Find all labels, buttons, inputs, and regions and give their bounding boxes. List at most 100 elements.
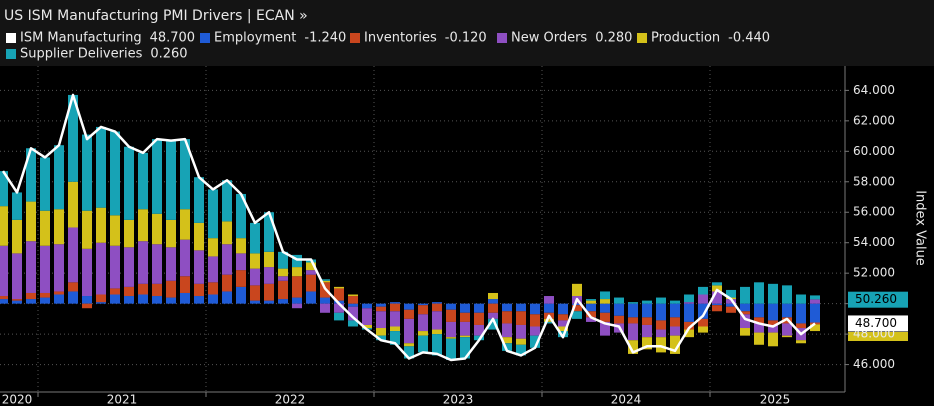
- y-tick-label: 60.000: [853, 144, 895, 158]
- bar-segment: [516, 324, 526, 339]
- bar-segment: [796, 340, 806, 344]
- bar-segment: [390, 303, 400, 312]
- bar-segment: [502, 343, 512, 351]
- bar-segment: [124, 146, 134, 220]
- bar-segment: [712, 303, 722, 306]
- bar-segment: [376, 306, 386, 312]
- bar-segment: [306, 291, 316, 304]
- bar-segment: [642, 303, 652, 318]
- bar-segment: [446, 338, 456, 361]
- bar-segment: [292, 254, 302, 268]
- bar-segment: [502, 323, 512, 338]
- bar-segment: [278, 268, 288, 277]
- x-tick-label: 2023: [443, 393, 474, 406]
- bar-segment: [432, 303, 442, 312]
- bar-segment: [306, 270, 316, 275]
- bar-segment: [656, 329, 666, 338]
- end-label: 50.260: [855, 292, 897, 306]
- bar-segment: [152, 244, 162, 284]
- bar-segment: [670, 326, 680, 336]
- legend-swatch: [637, 33, 647, 43]
- bar-segment: [180, 276, 190, 293]
- y-tick-label: 62.000: [853, 113, 895, 127]
- bar-segment: [558, 320, 568, 327]
- bar-segment: [376, 328, 386, 336]
- bar-segment: [278, 276, 288, 281]
- bar-segment: [544, 321, 554, 324]
- y-tick-label: 46.000: [853, 357, 895, 371]
- bar-segment: [236, 238, 246, 254]
- bar-segment: [768, 303, 778, 321]
- bar-segment: [670, 335, 680, 354]
- bar-segment: [82, 134, 92, 211]
- bar-segment: [222, 244, 232, 275]
- bar-segment: [810, 295, 820, 300]
- bar-segment: [530, 335, 540, 348]
- bar-segment: [292, 276, 302, 298]
- bar-segment: [782, 323, 792, 336]
- bar-segment: [670, 317, 680, 327]
- bar-segment: [446, 321, 456, 338]
- bar-segment: [152, 296, 162, 304]
- bar-segment: [138, 209, 148, 242]
- bar-segment: [264, 251, 274, 268]
- bar-segment: [110, 215, 120, 246]
- bar-segment: [320, 297, 330, 304]
- bar-segment: [138, 241, 148, 284]
- bar-segment: [586, 299, 596, 301]
- bar-segment: [544, 303, 554, 313]
- bar-segment: [26, 292, 36, 300]
- bar-segment: [698, 294, 708, 304]
- bar-segment: [558, 326, 568, 332]
- bar-segment: [236, 270, 246, 287]
- bar-segment: [250, 222, 260, 254]
- bar-segment: [698, 303, 708, 319]
- bar-segment: [586, 300, 596, 304]
- bar-segment: [96, 242, 106, 295]
- bar-segment: [138, 294, 148, 304]
- bar-segment: [628, 317, 638, 324]
- bar-segment: [516, 303, 526, 312]
- bar-segment: [348, 303, 358, 307]
- bar-segment: [572, 311, 582, 319]
- bar-segment: [628, 340, 638, 354]
- bar-segment: [222, 274, 232, 292]
- legend-swatch: [350, 33, 360, 43]
- bar-segment: [488, 318, 498, 330]
- bar-segment: [502, 303, 512, 312]
- legend-swatch: [497, 33, 507, 43]
- bar-segment: [390, 331, 400, 345]
- bar-segment: [516, 311, 526, 325]
- bar-segment: [796, 323, 806, 329]
- bar-segment: [222, 221, 232, 245]
- bar-segment: [320, 280, 330, 283]
- bar-segment: [488, 299, 498, 304]
- bar-segment: [614, 315, 624, 324]
- bar-segment: [628, 303, 638, 318]
- bar-segment: [278, 280, 288, 300]
- bar-segment: [0, 245, 8, 297]
- legend-value: 0.280: [595, 31, 632, 46]
- bar-segment: [208, 189, 218, 239]
- y-tick-label: 52.000: [853, 266, 895, 280]
- bar-segment: [278, 299, 288, 304]
- bar-segment: [40, 292, 50, 298]
- bar-segment: [348, 306, 358, 321]
- bar-segment: [600, 299, 610, 304]
- bar-segment: [740, 286, 750, 304]
- bar-segment: [754, 303, 764, 318]
- bar-segment: [12, 219, 22, 254]
- bar-segment: [208, 256, 218, 283]
- bar-segment: [558, 303, 568, 315]
- bar-segment: [418, 331, 428, 336]
- bar-segment: [754, 323, 764, 333]
- bar-segment: [418, 314, 428, 332]
- bar-segment: [740, 311, 750, 315]
- bar-segment: [600, 291, 610, 300]
- bar-segment: [82, 303, 92, 309]
- bar-segment: [810, 303, 820, 323]
- bar-segment: [586, 303, 596, 312]
- bar-segment: [572, 305, 582, 312]
- bar-segment: [96, 294, 106, 303]
